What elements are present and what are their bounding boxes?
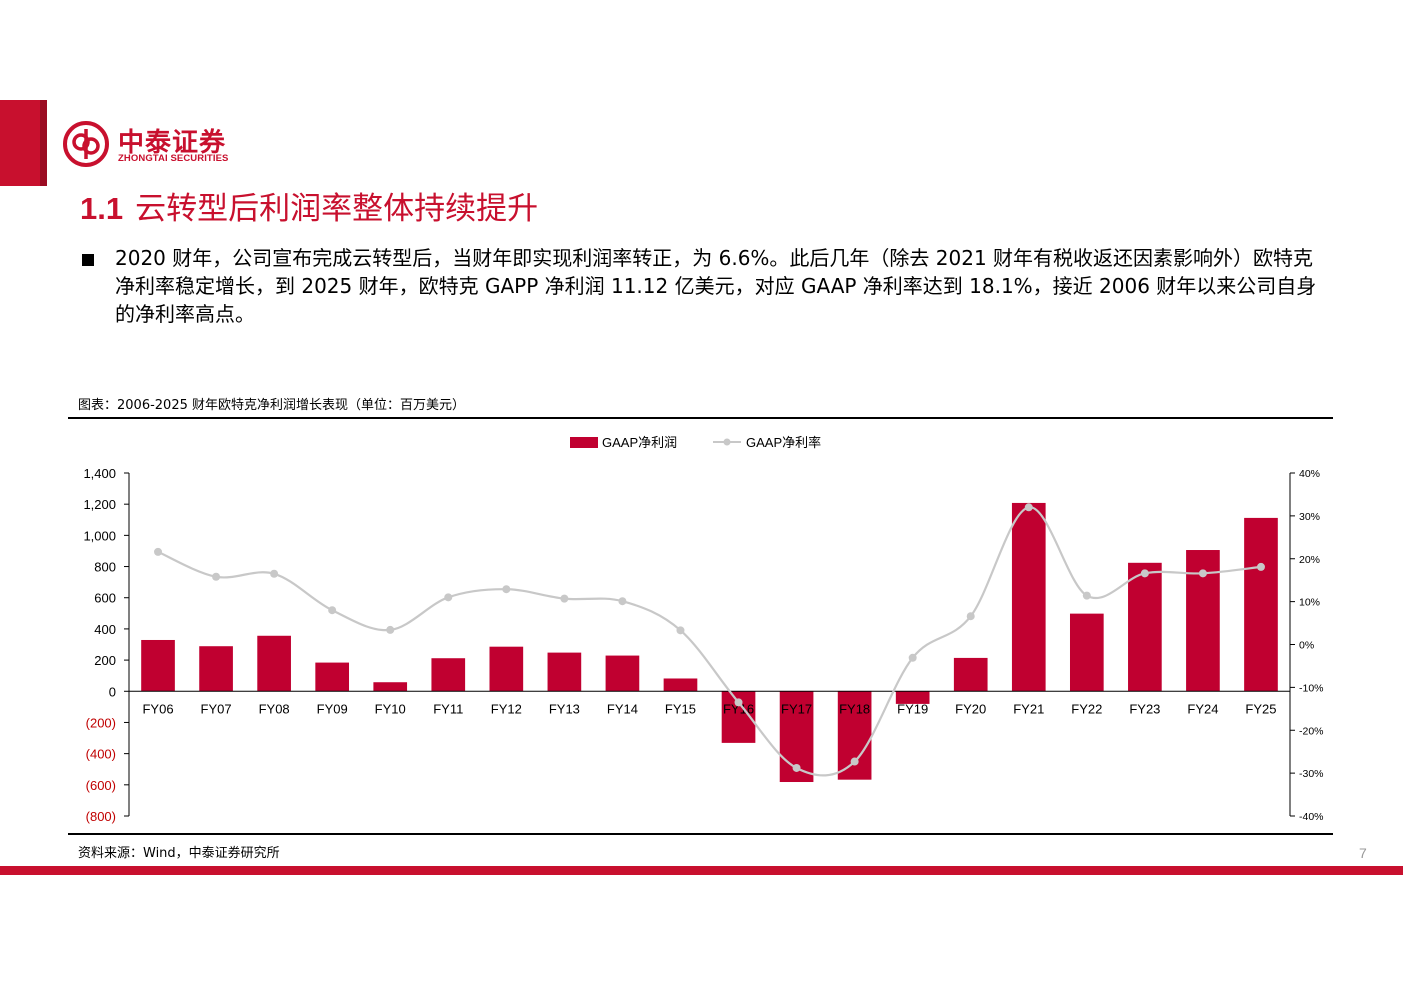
margin-point-fy25 (1256, 562, 1265, 571)
bar-fy15 (663, 678, 698, 692)
category-label: FY14 (607, 701, 638, 716)
legend-bar-swatch (570, 437, 598, 448)
right-tick-label: 40% (1299, 468, 1320, 480)
margin-point-fy22 (1082, 591, 1091, 600)
figure-bottom-rule (68, 833, 1333, 835)
bar-fy11 (431, 658, 466, 692)
right-tick-label: 0% (1299, 640, 1314, 652)
body-paragraph: 2020 财年，公司宣布完成云转型后，当财年即实现利润率转正，为 6.6%。此后… (115, 246, 1317, 326)
bar-fy20 (953, 657, 988, 692)
category-label: FY10 (375, 701, 406, 716)
figure-top-rule (68, 417, 1333, 419)
margin-point-fy06 (154, 547, 163, 556)
right-tick-label: -30% (1299, 768, 1324, 780)
margin-point-fy07 (212, 572, 221, 581)
margin-point-fy13 (560, 594, 569, 603)
margin-point-fy19 (908, 653, 917, 662)
category-label: FY11 (433, 701, 463, 716)
left-tick-label: 200 (94, 653, 116, 668)
margin-point-fy10 (386, 625, 395, 634)
brand-name-en: ZHONGTAI SECURITIES (118, 153, 229, 164)
bar-fy25 (1244, 517, 1278, 692)
figure-title: 图表：2006-2025 财年欧特克净利润增长表现（单位：百万美元） (78, 398, 465, 413)
left-tick-label: 0 (109, 684, 116, 699)
margin-point-fy21 (1024, 503, 1033, 512)
category-label: FY18 (839, 701, 870, 716)
bar-fy22 (1069, 613, 1104, 692)
section-number: 1.1 (80, 191, 124, 226)
right-tick-label: 10% (1299, 597, 1320, 609)
left-tick-label: 600 (94, 591, 116, 606)
category-label: FY15 (665, 701, 696, 716)
margin-point-fy12 (502, 585, 511, 594)
right-tick-label: 30% (1299, 511, 1320, 523)
category-label: FY07 (201, 701, 232, 716)
bar-fy08 (257, 635, 291, 692)
bar-fy10 (373, 682, 408, 692)
margin-point-fy17 (792, 763, 801, 772)
category-label: FY20 (955, 701, 986, 716)
right-tick-label: -10% (1299, 682, 1324, 694)
left-tick-label: (800) (86, 809, 116, 824)
header-accent-block (0, 100, 40, 186)
left-tick-label: 400 (94, 622, 116, 637)
category-label: FY25 (1245, 701, 1276, 716)
legend-line-label: GAAP净利率 (746, 435, 821, 450)
left-tick-label: 800 (94, 560, 116, 575)
legend-line-marker (723, 438, 731, 446)
right-tick-label: 20% (1299, 554, 1320, 566)
category-label: FY22 (1071, 701, 1102, 716)
category-label: FY19 (897, 701, 928, 716)
left-tick-label: (600) (86, 778, 116, 793)
legend-bar-label: GAAP净利润 (602, 435, 677, 450)
category-label: FY13 (549, 701, 580, 716)
category-label: FY23 (1129, 701, 1160, 716)
header-accent-bar (40, 100, 47, 186)
footer-bar (0, 866, 1403, 875)
margin-point-fy24 (1198, 569, 1207, 578)
bar-fy09 (315, 662, 350, 692)
bar-fy19 (895, 691, 930, 704)
page-number: 7 (1359, 845, 1367, 861)
left-tick-label: 1,200 (83, 497, 116, 512)
section-title: 1.1 云转型后利润率整体持续提升 (80, 183, 538, 228)
right-tick-label: -20% (1299, 725, 1324, 737)
margin-point-fy18 (850, 757, 859, 766)
margin-point-fy16 (734, 698, 743, 707)
bar-fy13 (547, 652, 582, 692)
brand-name-cn: 中泰证券 (118, 128, 227, 158)
category-label: FY21 (1013, 701, 1044, 716)
margin-point-fy11 (444, 593, 453, 602)
category-label: FY06 (142, 701, 173, 716)
margin-point-fy09 (328, 606, 337, 615)
margin-point-fy15 (676, 626, 685, 635)
category-label: FY08 (259, 701, 290, 716)
margin-point-fy08 (270, 569, 279, 578)
bar-fy23 (1128, 562, 1162, 692)
section-title-text: 云转型后利润率整体持续提升 (135, 191, 539, 227)
bar-fy21 (1011, 502, 1046, 692)
bar-fy14 (605, 655, 640, 692)
category-label: FY17 (781, 701, 812, 716)
margin-point-fy14 (618, 597, 627, 606)
bar-fy06 (141, 639, 175, 692)
margin-point-fy20 (966, 612, 975, 621)
left-tick-label: 1,400 (83, 466, 116, 481)
category-label: FY24 (1187, 701, 1218, 716)
margin-point-fy23 (1140, 569, 1149, 578)
source-note: 资料来源：Wind，中泰证券研究所 (78, 846, 280, 861)
right-tick-label: -40% (1299, 811, 1324, 823)
bar-fy07 (199, 646, 233, 692)
category-label: FY09 (317, 701, 348, 716)
left-tick-label: (200) (86, 715, 116, 730)
bar-fy12 (489, 646, 524, 692)
category-label: FY12 (491, 701, 522, 716)
left-tick-label: (400) (86, 747, 116, 762)
left-tick-label: 1,000 (83, 528, 116, 543)
zhongtai-logo-icon (63, 121, 109, 167)
bullet-square (82, 254, 94, 266)
